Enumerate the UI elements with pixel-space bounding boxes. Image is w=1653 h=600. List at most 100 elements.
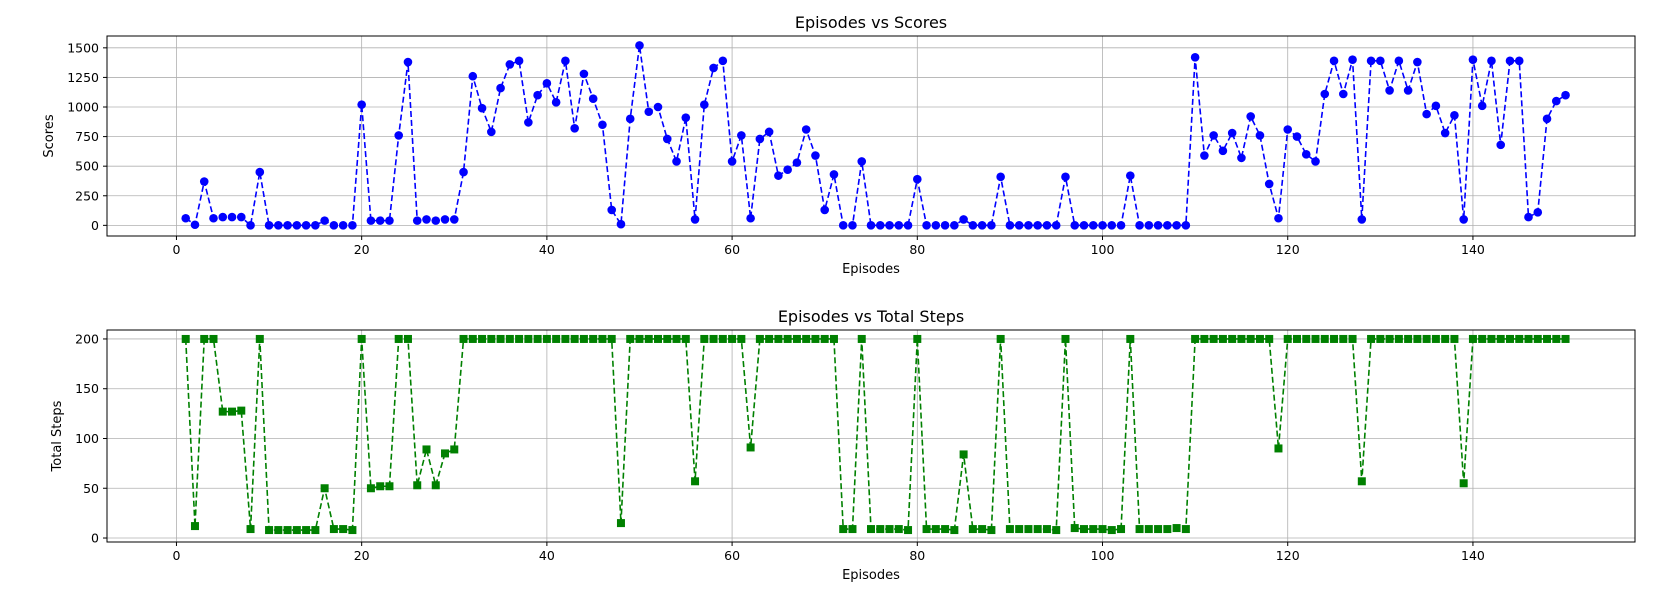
data-point bbox=[755, 334, 764, 343]
data-point bbox=[283, 221, 292, 230]
data-point bbox=[1237, 153, 1246, 163]
plot-frame bbox=[106, 35, 1636, 237]
y-tick-label: 500 bbox=[75, 159, 99, 174]
data-point bbox=[1561, 334, 1570, 343]
data-point bbox=[626, 334, 635, 343]
data-point bbox=[1107, 526, 1116, 535]
data-point bbox=[246, 221, 255, 230]
data-point bbox=[663, 334, 672, 343]
data-point bbox=[931, 525, 940, 534]
data-point bbox=[635, 334, 644, 343]
x-tick-label: 20 bbox=[354, 548, 370, 563]
data-point bbox=[1200, 151, 1209, 160]
data-point bbox=[1496, 334, 1505, 343]
data-point bbox=[255, 167, 265, 177]
data-point bbox=[838, 221, 848, 230]
y-tick-label: 0 bbox=[91, 218, 99, 233]
data-point bbox=[1311, 157, 1320, 166]
data-point bbox=[570, 124, 579, 133]
data-point bbox=[1542, 114, 1552, 124]
data-point bbox=[1320, 334, 1329, 343]
data-point bbox=[681, 334, 690, 343]
data-point bbox=[765, 334, 774, 343]
data-point bbox=[857, 157, 867, 166]
data-point bbox=[1394, 56, 1404, 66]
data-point bbox=[950, 221, 959, 230]
data-point bbox=[1172, 221, 1181, 230]
data-point bbox=[1450, 334, 1459, 343]
data-point bbox=[477, 103, 487, 113]
data-point bbox=[885, 525, 894, 534]
data-point bbox=[885, 221, 894, 230]
data-point bbox=[1135, 525, 1144, 534]
data-point bbox=[1218, 334, 1227, 343]
data-point bbox=[996, 334, 1005, 343]
data-point bbox=[209, 334, 218, 343]
data-point bbox=[607, 334, 616, 343]
data-point bbox=[450, 445, 459, 454]
data-point bbox=[625, 114, 635, 124]
data-point bbox=[1478, 334, 1487, 343]
data-point bbox=[792, 334, 801, 343]
data-point bbox=[1200, 334, 1209, 343]
data-point bbox=[394, 334, 403, 343]
x-tick-label: 120 bbox=[1276, 242, 1300, 257]
data-point bbox=[1524, 212, 1533, 222]
data-point bbox=[1274, 444, 1283, 453]
data-point bbox=[802, 334, 811, 343]
data-point bbox=[246, 525, 255, 534]
x-tick-label: 140 bbox=[1461, 548, 1485, 563]
data-point bbox=[1255, 131, 1265, 140]
data-point bbox=[524, 118, 533, 127]
data-point bbox=[218, 212, 228, 222]
y-axis-label: Total Steps bbox=[50, 400, 65, 472]
data-point bbox=[1005, 525, 1014, 534]
data-point bbox=[1079, 525, 1088, 534]
data-point bbox=[190, 522, 199, 531]
data-point bbox=[1329, 56, 1339, 66]
data-point bbox=[1135, 221, 1144, 230]
data-point bbox=[1320, 89, 1330, 99]
x-axis-label: Episodes bbox=[842, 262, 900, 277]
data-point bbox=[672, 157, 681, 166]
data-point bbox=[1181, 221, 1191, 230]
data-point bbox=[449, 215, 459, 224]
data-point bbox=[1116, 221, 1126, 230]
data-point bbox=[274, 221, 283, 230]
x-tick-label: 0 bbox=[172, 242, 180, 257]
data-point bbox=[644, 334, 653, 343]
data-point bbox=[1246, 112, 1255, 121]
data-point bbox=[329, 525, 338, 534]
data-point bbox=[718, 334, 727, 343]
x-tick-label: 80 bbox=[909, 548, 925, 563]
data-point bbox=[616, 219, 626, 229]
data-point bbox=[348, 526, 357, 535]
x-tick-label: 80 bbox=[909, 242, 925, 257]
data-point bbox=[1441, 334, 1450, 343]
plot-frame bbox=[106, 329, 1636, 543]
data-point bbox=[690, 215, 700, 224]
data-point bbox=[1301, 150, 1311, 159]
data-point bbox=[561, 334, 570, 343]
data-point bbox=[570, 334, 579, 343]
data-point bbox=[1468, 55, 1478, 64]
data-point bbox=[737, 131, 746, 140]
data-point bbox=[524, 334, 533, 343]
data-point bbox=[468, 71, 478, 81]
data-point bbox=[441, 449, 450, 458]
data-point bbox=[1394, 334, 1403, 343]
x-tick-label: 40 bbox=[539, 548, 555, 563]
data-point bbox=[1005, 221, 1015, 230]
data-point bbox=[1552, 334, 1561, 343]
data-point bbox=[338, 221, 348, 230]
data-point bbox=[978, 525, 987, 534]
data-point bbox=[1292, 132, 1302, 141]
data-point bbox=[653, 102, 663, 112]
data-point bbox=[1302, 334, 1311, 343]
data-point bbox=[700, 100, 709, 109]
data-point bbox=[412, 216, 422, 225]
data-point bbox=[1505, 334, 1514, 343]
data-point bbox=[496, 334, 505, 343]
data-point bbox=[681, 113, 691, 122]
data-point bbox=[1098, 525, 1107, 534]
